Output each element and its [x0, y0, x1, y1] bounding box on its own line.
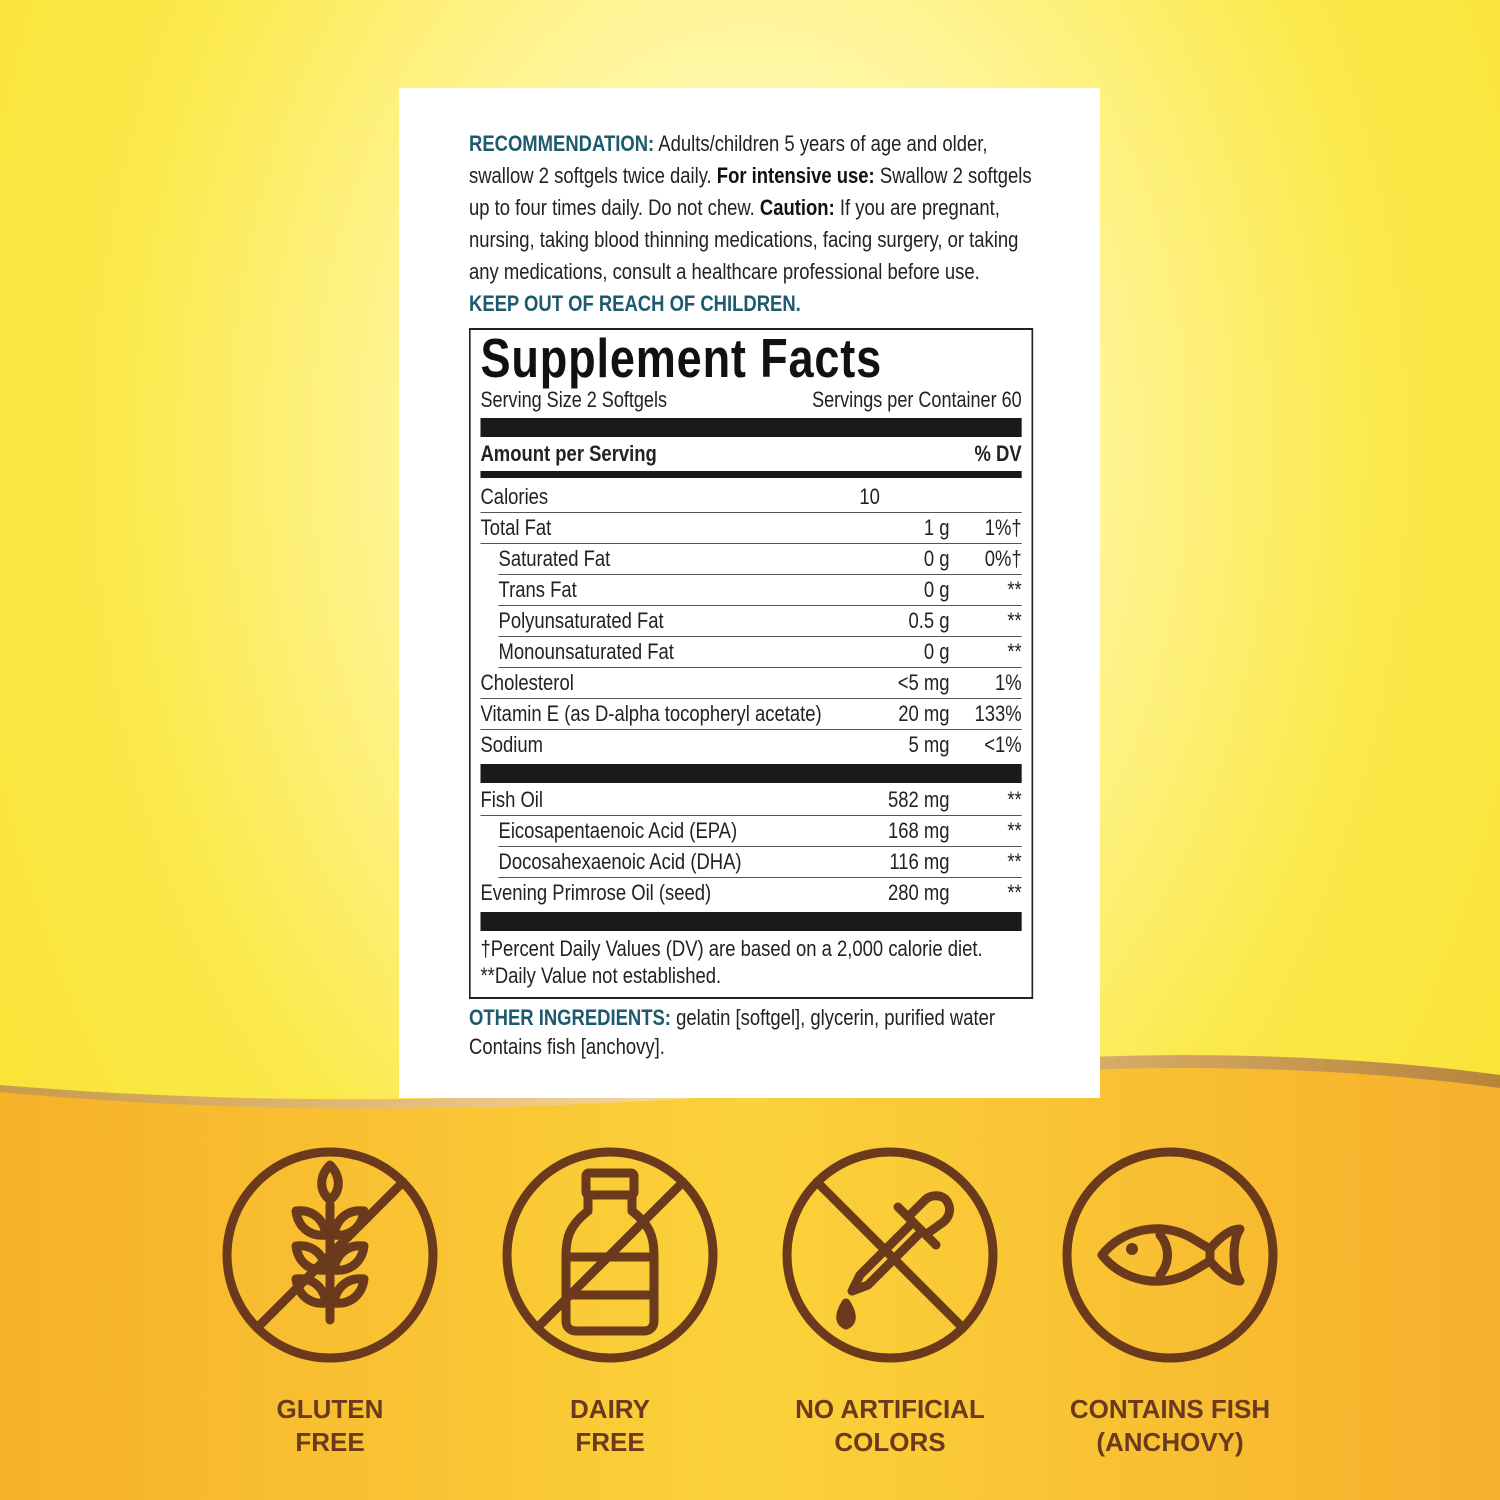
nutrient-name: Vitamin E (as D-alpha tocopheryl acetate…: [480, 701, 822, 726]
milk-bottle-crossed-icon: [502, 1147, 718, 1363]
servings-per-container: Servings per Container 60: [812, 387, 1022, 412]
nutrient-name: Fish Oil: [480, 787, 544, 812]
nutrient-amount: 168 mg: [887, 818, 950, 843]
divider-bar: [480, 764, 1022, 783]
nutrient-dv: [941, 482, 1021, 512]
facts-row: Vitamin E (as D-alpha tocopheryl acetate…: [480, 699, 1022, 730]
nutrient-dv: **: [1007, 639, 1022, 664]
label-card: RECOMMENDATION: Adults/children 5 years …: [399, 88, 1100, 1098]
nutrient-name: Eicosapentaenoic Acid (EPA): [498, 818, 738, 843]
divider-bar: [480, 912, 1022, 931]
badge-no-artificial-colors: NO ARTIFICIAL COLORS: [795, 1394, 985, 1457]
nutrient-name: Total Fat: [480, 515, 552, 540]
facts-row: Saturated Fat 0 g 0%†: [498, 544, 1022, 575]
facts-row: Sodium 5 mg <1%: [480, 730, 1021, 760]
facts-row: Calories 10: [480, 482, 1022, 513]
badge-dairy-free: DAIRY FREE: [570, 1394, 650, 1457]
footnote: †Percent Daily Values (DV) are based on …: [480, 936, 983, 988]
facts-row: Fish Oil 582 mg **: [480, 785, 1022, 816]
nutrient-dv: **: [1007, 787, 1022, 812]
nutrient-amount: 0 g: [923, 639, 950, 664]
nutrient-dv: **: [1007, 849, 1022, 874]
nutrient-name: Docosahexaenoic Acid (DHA): [498, 849, 742, 874]
nutrient-amount: 10: [859, 484, 880, 509]
nutrient-dv: **: [1007, 577, 1022, 602]
nutrient-dv: 133%: [974, 701, 1022, 726]
nutrient-dv: **: [1007, 608, 1022, 633]
nutrient-name: Trans Fat: [498, 577, 577, 602]
facts-row: Evening Primrose Oil (seed) 280 mg **: [480, 878, 1021, 908]
nutrient-dv: **: [1007, 818, 1022, 843]
facts-row: Eicosapentaenoic Acid (EPA) 168 mg **: [498, 816, 1022, 847]
facts-row: Total Fat 1 g 1%†: [480, 513, 1022, 544]
nutrient-name: Monounsaturated Fat: [498, 639, 674, 664]
nutrient-amount: 280 mg: [887, 880, 950, 905]
nutrient-amount: 5 mg: [908, 732, 950, 757]
fish-icon: [1062, 1147, 1278, 1363]
serving-size: Serving Size 2 Softgels: [480, 387, 668, 412]
nutrient-dv: <1%: [984, 732, 1022, 757]
nutrient-amount: 0.5 g: [908, 608, 950, 633]
facts-row: Trans Fat 0 g **: [498, 575, 1022, 606]
nutrient-amount: 582 mg: [887, 787, 950, 812]
nutrient-amount: 20 mg: [898, 701, 950, 726]
nutrient-amount: 1 g: [923, 515, 950, 540]
nutrient-name: Saturated Fat: [498, 546, 611, 571]
facts-row: Monounsaturated Fat 0 g **: [498, 637, 1022, 668]
amount-header: Amount per Serving: [480, 441, 657, 466]
nutrient-dv: **: [1007, 880, 1022, 905]
wheat-crossed-icon: [222, 1147, 438, 1363]
nutrient-name: Cholesterol: [480, 670, 574, 695]
badge-contains-fish: CONTAINS FISH (ANCHOVY): [1069, 1394, 1271, 1457]
dv-header: % DV: [974, 441, 1022, 466]
nutrient-dv: 1%: [995, 670, 1022, 695]
nutrient-amount: 0 g: [923, 546, 950, 571]
nutrient-name: Sodium: [480, 732, 544, 757]
facts-row: Docosahexaenoic Acid (DHA) 116 mg **: [498, 847, 1022, 878]
nutrient-amount: 116 mg: [889, 849, 950, 874]
facts-title: Supplement Facts: [480, 327, 883, 389]
nutrient-name: Polyunsaturated Fat: [498, 608, 664, 633]
nutrient-dv: 0%†: [984, 546, 1022, 571]
supplement-facts-table: Supplement Facts Serving Size 2 Softgels…: [469, 327, 1034, 999]
divider-bar: [480, 418, 1022, 437]
other-ingredients: OTHER INGREDIENTS: gelatin [softgel], gl…: [469, 1005, 996, 1059]
recommendation-text: RECOMMENDATION: Adults/children 5 years …: [469, 131, 1032, 316]
nutrient-dv: 1%†: [984, 515, 1022, 540]
nutrient-name: Calories: [480, 484, 549, 509]
facts-row: Cholesterol <5 mg 1%: [480, 668, 1022, 699]
dropper-crossed-icon: [782, 1147, 998, 1363]
nutrient-name: Evening Primrose Oil (seed): [480, 880, 712, 905]
nutrient-amount: 0 g: [923, 577, 950, 602]
nutrient-amount: <5 mg: [897, 670, 950, 695]
divider-bar: [480, 471, 1022, 478]
facts-row: Polyunsaturated Fat 0.5 g **: [498, 606, 1022, 637]
badge-gluten-free: GLUTEN FREE: [276, 1394, 384, 1457]
